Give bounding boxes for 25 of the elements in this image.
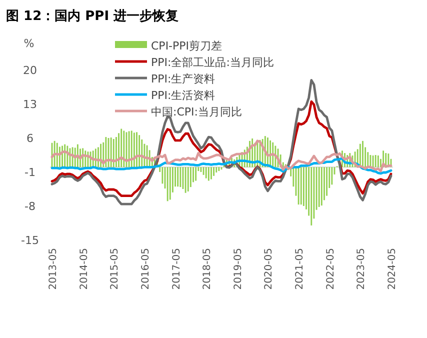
y-axis-title: % [24,37,34,50]
x-tick-label: 2014-05 [78,248,90,290]
x-tick-label: 2022-05 [325,248,336,290]
x-tick-label: 2018-05 [202,248,214,290]
y-tick-label: 13 [23,98,37,111]
y-tick-label: -15 [21,234,39,247]
y-tick-label: -8 [24,200,36,213]
x-tick-label: 2021-05 [294,248,306,290]
x-tick-label: 2020-05 [264,248,275,290]
x-tick-label: 2016-05 [140,248,152,290]
legend-label: PPI:生活资料 [151,89,216,102]
legend-label: CPI-PPI剪刀差 [151,40,222,52]
y-tick-label: 6 [26,132,34,145]
legend-label: 中国:CPI:当月同比 [151,106,242,118]
x-tick-label: 2024-05 [387,248,398,290]
x-tick-label: 2017-05 [171,248,182,290]
x-tick-label: 2015-05 [110,248,121,290]
legend-label: PPI:全部工业品:当月同比 [151,56,274,69]
y-tick-label: 20 [23,64,37,77]
x-tick-label: 2013-05 [48,248,59,290]
chart-title: 图 12：国内 PPI 进一步恢复 [6,9,179,24]
x-tick-label: 2023-05 [356,248,368,290]
legend-label: PPI:生产资料 [151,72,216,86]
y-tick-label: -1 [24,166,36,179]
x-tick-label: 2019-05 [232,248,244,290]
